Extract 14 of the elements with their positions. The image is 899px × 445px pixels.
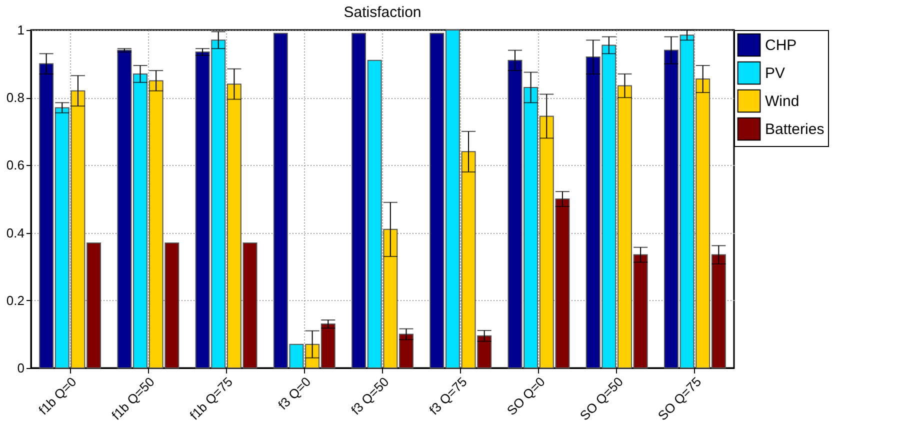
legend-label: Batteries (765, 121, 824, 138)
legend-label: CHP (765, 37, 797, 54)
y-tick-label: 0 (17, 360, 24, 376)
y-tick-label: 1 (17, 22, 24, 38)
legend-label: Wind (765, 93, 800, 110)
y-tick-label: 0.2 (6, 292, 24, 308)
chart-title: Satisfaction (344, 4, 422, 21)
x-tick-label: f3 Q=0 (275, 374, 314, 413)
legend-label: PV (765, 65, 786, 82)
y-tick-label: 0.6 (6, 158, 24, 173)
y-tick-label: 0.8 (6, 90, 24, 106)
y-tick-label: 0.4 (6, 225, 24, 240)
x-tick-label: f1b Q=0 (36, 374, 80, 418)
x-tick-label: SO Q=0 (504, 374, 548, 418)
